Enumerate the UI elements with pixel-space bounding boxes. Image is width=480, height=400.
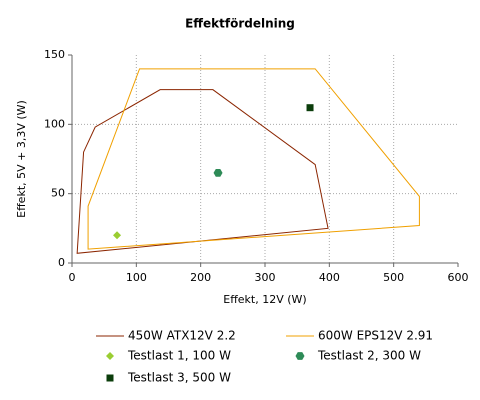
legend-label: 450W ATX12V 2.2 [128,329,236,343]
x-axis-label: Effekt, 12V (W) [223,293,306,306]
legend-swatch [106,374,114,382]
y-axis-label: Effekt, 5V + 3,3V (W) [15,100,28,218]
marker [113,231,122,240]
legend-label: 600W EPS12V 2.91 [318,329,433,343]
y-tick-label: 50 [51,187,65,200]
x-tick-label: 600 [448,271,469,284]
x-tick-label: 100 [126,271,147,284]
chart-title: Effektfördelning [185,17,295,31]
y-tick-label: 0 [58,256,65,269]
legend-swatch [106,352,114,360]
x-tick-label: 500 [383,271,404,284]
x-tick-label: 200 [190,271,211,284]
marker [306,104,314,112]
legend: 450W ATX12V 2.2 600W EPS12V 2.91 Testlast … [96,329,433,385]
legend-label: Testlast 1, 100 W [127,349,231,363]
legend-swatch [295,352,305,360]
y-tick-label: 150 [44,48,65,61]
legend-label: Testlast 3, 500 W [127,371,231,385]
legend-label: Testlast 2, 300 W [317,349,421,363]
x-tick-label: 400 [319,271,340,284]
polygon-line [87,68,420,250]
x-tick-label: 0 [69,271,76,284]
marker [213,168,223,177]
y-tick-label: 100 [44,117,65,130]
x-tick-label: 300 [255,271,276,284]
polygon-line [76,89,329,254]
